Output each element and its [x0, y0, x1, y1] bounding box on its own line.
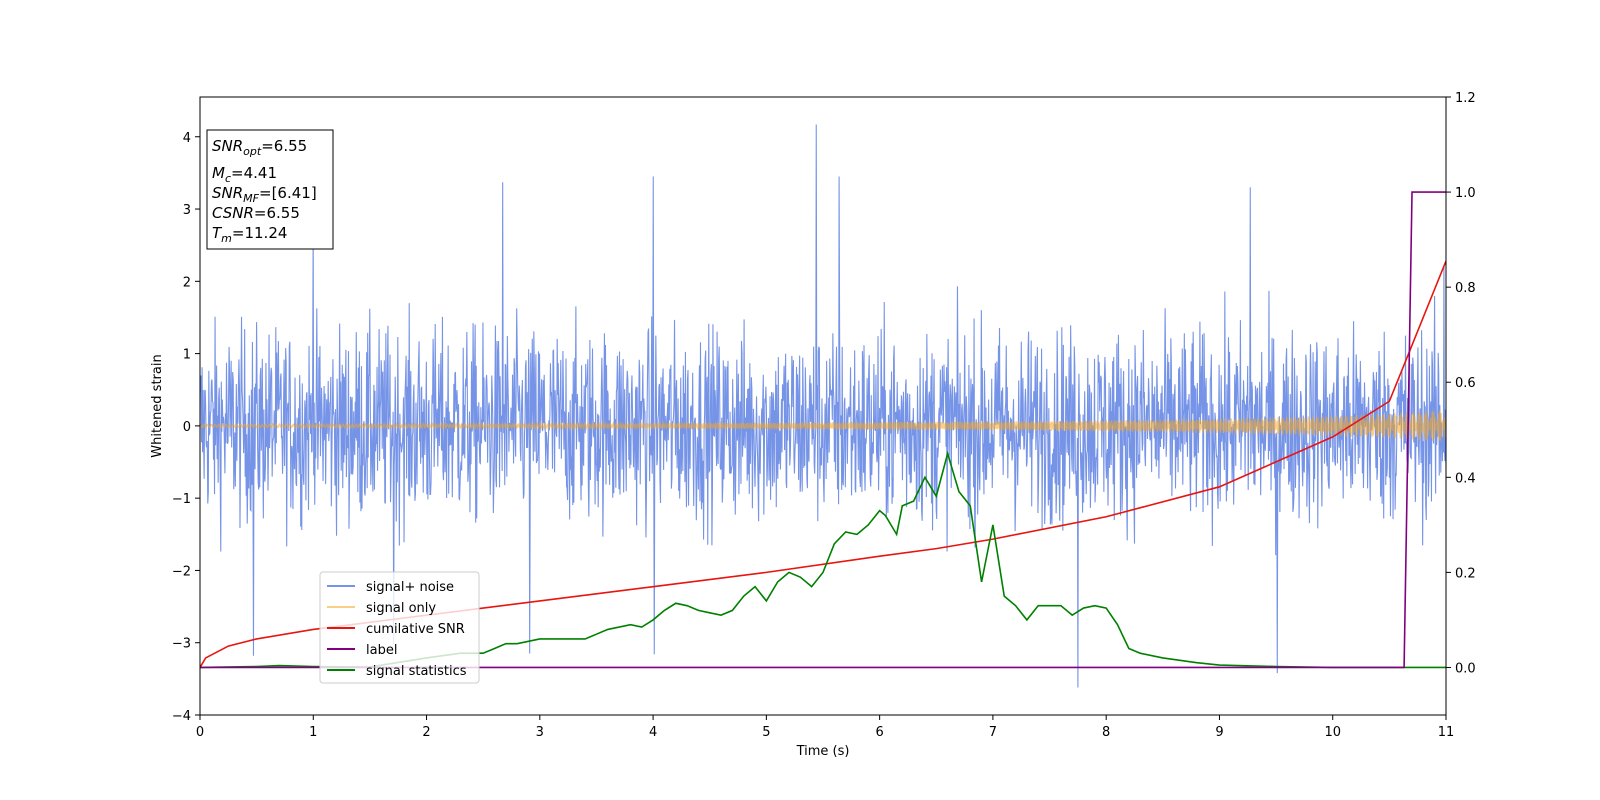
- snr-opt-text: SNRopt=6.55: [212, 137, 307, 158]
- y-tick-label: 3: [183, 203, 191, 218]
- signal-only-line: [200, 410, 1446, 441]
- y2-tick-label: 0.8: [1455, 281, 1476, 296]
- x-tick-label: 4: [649, 725, 657, 740]
- plot-area: [200, 124, 1446, 688]
- x-tick-label: 8: [1102, 725, 1110, 740]
- y2-tick-label: 0.0: [1455, 661, 1476, 676]
- x-tick-label: 10: [1324, 725, 1341, 740]
- legend-label: signal+ noise: [366, 580, 454, 595]
- x-tick-label: 9: [1215, 725, 1223, 740]
- x-axis-label: Time (s): [796, 744, 850, 759]
- x-tick-label: 5: [762, 725, 770, 740]
- x-tick-label: 7: [989, 725, 997, 740]
- tm-text: Tm=11.24: [212, 224, 287, 245]
- cumulative-snr-line: [200, 260, 1446, 668]
- y2-tick-label: 0.2: [1455, 566, 1476, 581]
- y-tick-label: 1: [183, 348, 191, 363]
- x-tick-label: 6: [875, 725, 883, 740]
- x-tick-label: 11: [1438, 725, 1455, 740]
- y2-tick-label: 0.6: [1455, 376, 1476, 391]
- y-tick-label: −4: [172, 709, 191, 724]
- y-tick-label: −1: [172, 492, 191, 507]
- legend-label: cumilative SNR: [366, 622, 465, 637]
- y-tick-label: 0: [183, 420, 191, 435]
- legend-frame: [319, 571, 480, 684]
- y-tick-label: −2: [172, 564, 191, 579]
- legend-label: signal statistics: [366, 664, 467, 679]
- info-box: SNRopt=6.55 Mc=4.41 SNRMF=[6.41] CSNR=6.…: [206, 129, 334, 250]
- plot-frame: [199, 96, 1447, 716]
- snr-mf-text: SNRMF=[6.41]: [212, 184, 317, 205]
- y-axis-label: Whitened strain: [150, 354, 165, 457]
- label-line: [200, 191, 1446, 669]
- axes: 0 1 2 3 4 5 6 7 8 9 10 11 −4 −3 −2 −1 0 1 2 3 4 0.0 0.2 0.4 0.6 0…: [172, 91, 1476, 740]
- signal-statistics-line: [200, 450, 1446, 669]
- y2-tick-label: 0.4: [1455, 471, 1476, 486]
- y-tick-label: 2: [183, 275, 191, 290]
- csnr-text: CSNR=6.55: [212, 204, 300, 222]
- y-tick-label: −3: [172, 637, 191, 652]
- y2-tick-label: 1.2: [1455, 91, 1476, 106]
- legend: signal+ noise signal only cumilative SNR la…: [319, 571, 480, 684]
- x-tick-label: 0: [196, 725, 204, 740]
- x-tick-label: 3: [536, 725, 544, 740]
- info-box-frame: [206, 129, 334, 250]
- x-tick-label: 2: [422, 725, 430, 740]
- x-tick-label: 1: [309, 725, 317, 740]
- y2-tick-label: 1.0: [1455, 186, 1476, 201]
- y-tick-label: 4: [183, 131, 191, 146]
- legend-label: signal only: [366, 601, 436, 616]
- mc-text: Mc=4.41: [212, 164, 277, 185]
- legend-label: label: [366, 643, 397, 658]
